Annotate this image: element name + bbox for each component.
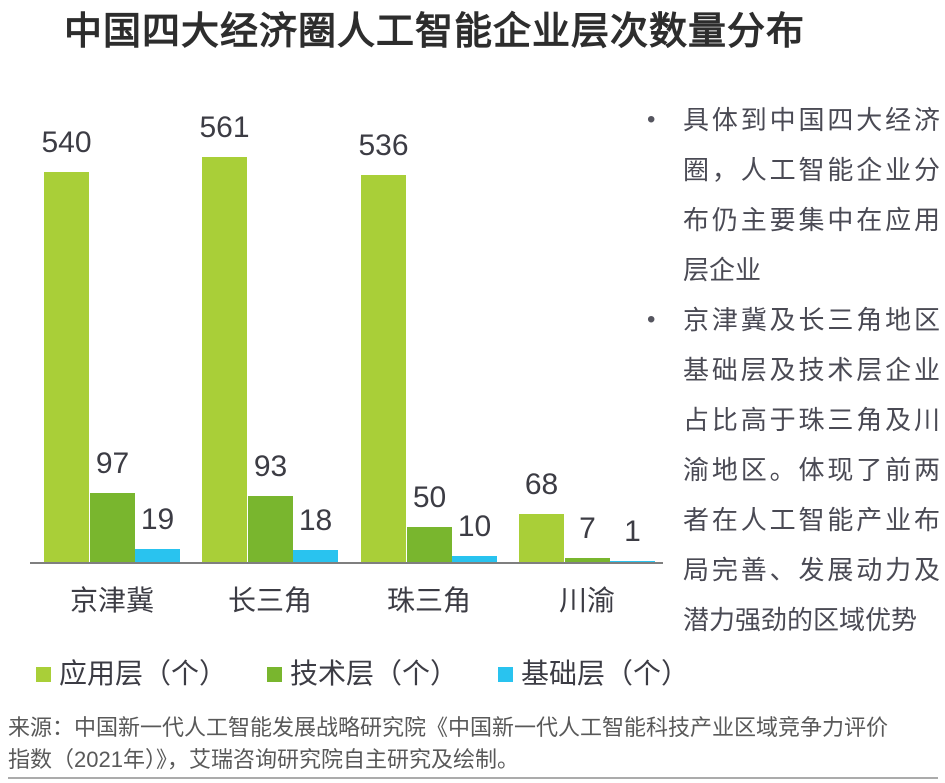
bar-长三角-应用层（个） <box>202 157 247 563</box>
insight-text-1: 具体到中国四大经济圈，人工智能企业分布仍主要集中在应用层企业 <box>683 105 940 285</box>
chart-plot-area: 540 97 19 561 93 18 536 50 10 68 7 1 <box>30 100 663 563</box>
legend-swatch-icon <box>36 666 51 682</box>
insight-text-2: 京津冀及长三角地区基础层及技术层企业占比高于珠三角及川渝地区。体现了前两者在人工… <box>683 305 940 635</box>
legend-item-基础层（个）: 基础层（个） <box>498 657 689 691</box>
value-label-长三角-应用层（个）: 561 <box>199 111 250 144</box>
bar-长三角-技术层（个） <box>248 496 293 563</box>
bar-京津冀-应用层（个） <box>44 172 89 563</box>
value-label-珠三角-基础层（个）: 10 <box>457 510 492 543</box>
bottom-divider <box>8 777 938 779</box>
value-label-川渝-基础层（个）: 1 <box>624 515 641 548</box>
bar-珠三角-应用层（个） <box>361 175 406 563</box>
legend-label: 基础层（个） <box>521 658 690 690</box>
category-label-长三角: 长三角 <box>227 585 313 616</box>
insight-bullet-1: 具体到中国四大经济圈，人工智能企业分布仍主要集中在应用层企业 <box>645 95 940 295</box>
category-label-川渝: 川渝 <box>558 585 616 616</box>
insight-panel: 具体到中国四大经济圈，人工智能企业分布仍主要集中在应用层企业 京津冀及长三角地区… <box>645 95 940 645</box>
legend-swatch-icon <box>498 666 514 682</box>
value-label-长三角-基础层（个）: 18 <box>298 504 333 537</box>
source-note: 来源：中国新一代人工智能发展战略研究院《中国新一代人工智能科技产业区域竞争力评价… <box>8 715 889 772</box>
value-label-川渝-应用层（个）: 68 <box>524 468 559 501</box>
chart-legend: 应用层（个） 技术层（个） 基础层（个） <box>36 656 689 692</box>
insight-bullet-2: 京津冀及长三角地区基础层及技术层企业占比高于珠三角及川渝地区。体现了前两者在人工… <box>645 295 940 645</box>
bar-珠三角-基础层（个） <box>452 556 497 563</box>
category-label-京津冀: 京津冀 <box>69 585 155 616</box>
bar-珠三角-技术层（个） <box>407 527 452 563</box>
bar-京津冀-基础层（个） <box>135 549 180 563</box>
value-label-京津冀-技术层（个）: 97 <box>95 447 130 480</box>
page-title: 中国四大经济圈人工智能企业层次数量分布 <box>64 11 806 53</box>
x-axis-labels: 京津冀 长三角 珠三角 川渝 <box>30 584 663 620</box>
legend-label: 应用层（个） <box>59 658 228 690</box>
category-label-珠三角: 珠三角 <box>386 585 472 616</box>
value-label-珠三角-应用层（个）: 536 <box>358 129 409 162</box>
bar-长三角-基础层（个） <box>293 550 338 563</box>
bar-川渝-应用层（个） <box>519 514 564 563</box>
value-label-长三角-技术层（个）: 93 <box>253 450 288 483</box>
x-axis-line <box>30 562 663 564</box>
legend-swatch-icon <box>267 666 283 682</box>
legend-item-技术层（个）: 技术层（个） <box>267 657 458 691</box>
legend-label: 技术层（个） <box>290 658 459 690</box>
value-label-珠三角-技术层（个）: 50 <box>412 481 447 514</box>
bar-京津冀-技术层（个） <box>90 493 135 563</box>
legend-item-应用层（个）: 应用层（个） <box>36 657 227 691</box>
value-label-川渝-技术层（个）: 7 <box>579 512 596 545</box>
value-label-京津冀-基础层（个）: 19 <box>140 503 175 536</box>
value-label-京津冀-应用层（个）: 540 <box>41 126 92 159</box>
bar-川渝-技术层（个） <box>565 558 610 563</box>
